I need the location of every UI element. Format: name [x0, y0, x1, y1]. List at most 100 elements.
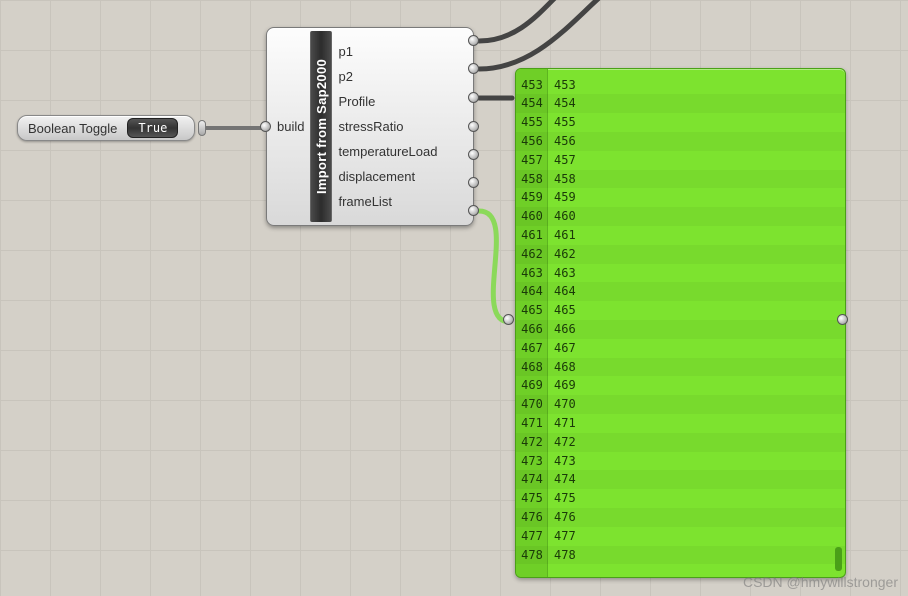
panel-row-index: 476 [516, 508, 548, 527]
panel-row-value: 478 [548, 546, 576, 565]
import-output-port-temperatureload[interactable] [468, 149, 479, 160]
wire [479, 0, 600, 41]
panel-row: 466466 [516, 320, 845, 339]
panel-row-value: 454 [548, 94, 576, 113]
panel-row: 456456 [516, 132, 845, 151]
panel-row: 459459 [516, 188, 845, 207]
import-output-p1: p1 [336, 39, 439, 64]
panel-row-index: 453 [516, 76, 548, 95]
panel-row-index: 458 [516, 170, 548, 189]
panel-row-value: 476 [548, 508, 576, 527]
panel-row-index: 475 [516, 489, 548, 508]
boolean-toggle[interactable]: Boolean Toggle True [17, 115, 195, 141]
panel-row-value: 457 [548, 151, 576, 170]
panel-row-value: 475 [548, 489, 576, 508]
panel-row-value: 468 [548, 358, 576, 377]
panel-row-index: 473 [516, 452, 548, 471]
panel-row-value: 464 [548, 282, 576, 301]
panel-row-value: 458 [548, 170, 576, 189]
import-spine: Import from Sap2000 [310, 31, 332, 222]
import-input-port[interactable] [260, 121, 271, 132]
watermark: CSDN @hmywillstronger [743, 574, 898, 590]
panel-row-index: 468 [516, 358, 548, 377]
panel-row-value: 453 [548, 76, 576, 95]
panel-row-index: 469 [516, 376, 548, 395]
panel-row-value: 470 [548, 395, 576, 414]
panel-row-index: 467 [516, 339, 548, 358]
panel-row-index: 460 [516, 207, 548, 226]
data-panel-input-port[interactable] [503, 314, 514, 325]
panel-row: 462462 [516, 245, 845, 264]
panel-row-value: 456 [548, 132, 576, 151]
panel-row: 472472 [516, 433, 845, 452]
panel-row: 464464 [516, 282, 845, 301]
panel-row-index: 457 [516, 151, 548, 170]
panel-row: 475475 [516, 489, 845, 508]
import-output-profile: Profile [336, 89, 439, 114]
panel-row: 467467 [516, 339, 845, 358]
panel-row-index: 455 [516, 113, 548, 132]
wire [479, 0, 650, 69]
import-output-port-p1[interactable] [468, 35, 479, 46]
panel-row-index: 478 [516, 546, 548, 565]
panel-row-index: 464 [516, 282, 548, 301]
panel-row-index: 459 [516, 188, 548, 207]
panel-row-value: 462 [548, 245, 576, 264]
panel-row-index: 463 [516, 264, 548, 283]
panel-row-value: 465 [548, 301, 576, 320]
panel-row: 469469 [516, 376, 845, 395]
panel-row: 474474 [516, 470, 845, 489]
import-output-port-stressratio[interactable] [468, 121, 479, 132]
import-output-temperatureload: temperatureLoad [336, 139, 439, 164]
panel-row-value: 477 [548, 527, 576, 546]
panel-row: 468468 [516, 358, 845, 377]
import-output-framelist: frameList [336, 189, 439, 214]
panel-row: 465465 [516, 301, 845, 320]
panel-row-value: 455 [548, 113, 576, 132]
panel-row-index: 474 [516, 470, 548, 489]
panel-row-index: 456 [516, 132, 548, 151]
panel-row: 458458 [516, 170, 845, 189]
import-component[interactable]: build Import from Sap2000 p1p2Profilestr… [266, 27, 474, 226]
import-output-port-displacement[interactable] [468, 177, 479, 188]
panel-row: 461461 [516, 226, 845, 245]
data-panel-scrollbar[interactable] [835, 547, 842, 571]
panel-row-value: 474 [548, 470, 576, 489]
import-output-port-framelist[interactable] [468, 205, 479, 216]
panel-row-index: 472 [516, 433, 548, 452]
panel-row-index: 461 [516, 226, 548, 245]
panel-row: 463463 [516, 264, 845, 283]
panel-row: 473473 [516, 452, 845, 471]
import-title: Import from Sap2000 [314, 59, 329, 194]
boolean-toggle-value[interactable]: True [127, 118, 178, 138]
import-output-column: p1p2ProfilestressRatiotemperatureLoaddis… [332, 28, 447, 225]
panel-row-value: 461 [548, 226, 576, 245]
import-output-stressratio: stressRatio [336, 114, 439, 139]
import-output-p2: p2 [336, 64, 439, 89]
panel-row-value: 469 [548, 376, 576, 395]
panel-row-index: 454 [516, 94, 548, 113]
panel-row-index: 470 [516, 395, 548, 414]
panel-row: 477477 [516, 527, 845, 546]
panel-row-value: 463 [548, 264, 576, 283]
import-input-build: build [277, 119, 304, 134]
panel-row: 453453 [516, 76, 845, 95]
import-input-column: build [267, 28, 310, 225]
panel-row: 455455 [516, 113, 845, 132]
panel-row-index: 466 [516, 320, 548, 339]
panel-row: 457457 [516, 151, 845, 170]
panel-row: 460460 [516, 207, 845, 226]
panel-row: 476476 [516, 508, 845, 527]
boolean-toggle-label: Boolean Toggle [28, 121, 117, 136]
panel-row-value: 459 [548, 188, 576, 207]
panel-row: 454454 [516, 94, 845, 113]
import-output-port-profile[interactable] [468, 92, 479, 103]
data-panel[interactable]: 4534534544544554554564564574574584584594… [515, 68, 846, 578]
panel-row-value: 473 [548, 452, 576, 471]
boolean-toggle-output-grip[interactable] [198, 120, 206, 136]
import-output-port-p2[interactable] [468, 63, 479, 74]
panel-row-index: 462 [516, 245, 548, 264]
panel-row: 478478 [516, 546, 845, 565]
data-panel-output-port[interactable] [837, 314, 848, 325]
panel-row: 470470 [516, 395, 845, 414]
